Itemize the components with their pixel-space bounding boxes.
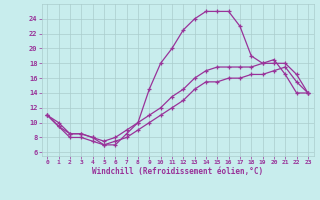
X-axis label: Windchill (Refroidissement éolien,°C): Windchill (Refroidissement éolien,°C)	[92, 167, 263, 176]
